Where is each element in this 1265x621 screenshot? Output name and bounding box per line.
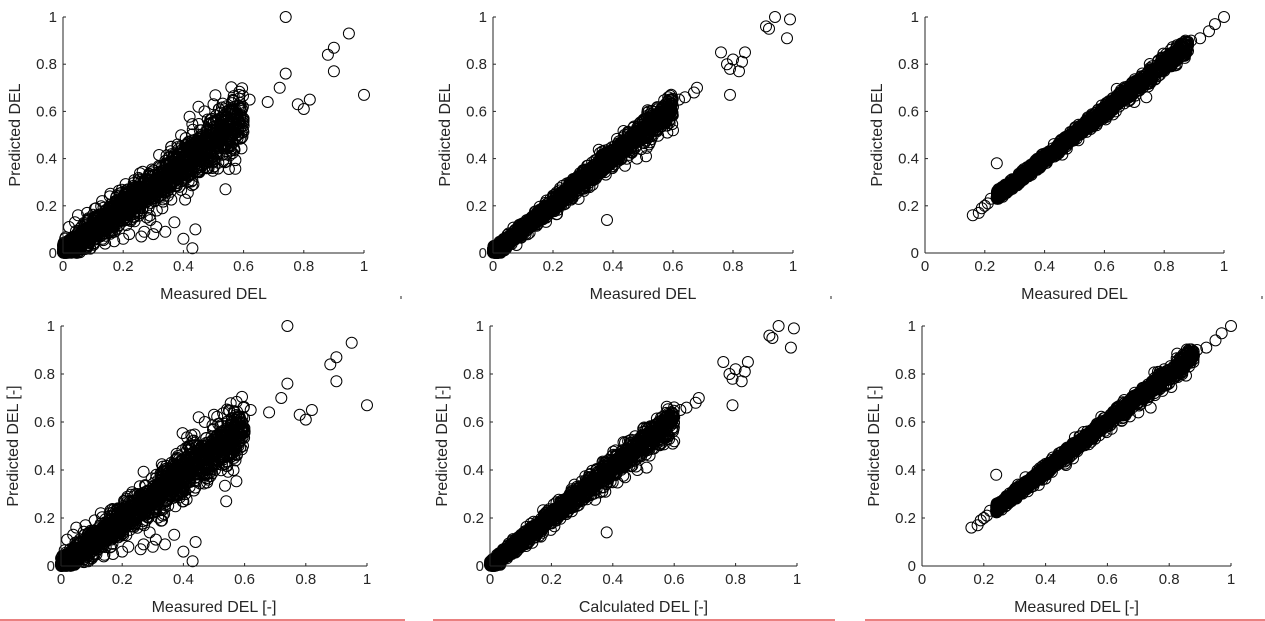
y-tick-label: 0.8 [36, 56, 57, 73]
y-tick-label: 0.8 [466, 56, 487, 73]
x-tick-label: 0.8 [293, 258, 314, 275]
data-point [186, 118, 199, 131]
y-axis-label: Predicted DEL [7, 83, 24, 186]
data-point [153, 149, 166, 161]
x-tick-label: 0.2 [543, 258, 564, 275]
x-axis-label: Measured DEL [160, 286, 267, 303]
y-tick-label: 0 [479, 245, 487, 262]
x-tick-label: 0.4 [603, 258, 624, 275]
y-tick-label: 0.6 [36, 103, 57, 120]
y-tick-label: 0.4 [36, 151, 57, 168]
x-tick-label: 1 [360, 258, 368, 275]
y-axis-label: Predicted DEL [437, 83, 454, 186]
x-tick-label: 0.4 [173, 258, 194, 275]
x-tick-label: 0 [59, 258, 67, 275]
x-tick-label: 0.6 [233, 258, 254, 275]
y-tick-label: 0.6 [466, 103, 487, 120]
x-tick-label: 0.8 [723, 258, 744, 275]
y-tick-label: 0 [49, 245, 57, 262]
y-tick-label: 0.2 [36, 198, 57, 215]
x-tick-label: 0 [489, 258, 497, 275]
panels-layer: 0 0.2 0.4 0.6 0.8 1 0 0.2 0.4 0.6 0.8 1 Measured DEL… [5, 9, 1237, 616]
x-tick-label: 0.2 [113, 258, 134, 275]
x-axis-label: Measured DEL [590, 286, 697, 303]
x-tick-label: 1 [789, 258, 797, 275]
x-tick-label: 0.6 [663, 258, 684, 275]
data-point [229, 162, 242, 175]
y-tick-label: 0.4 [466, 151, 487, 168]
y-tick-label: 1 [479, 9, 487, 26]
y-tick-label: 1 [49, 9, 57, 26]
panel-top-left: 0 0.2 0.4 0.6 0.8 1 0 0.2 0.4 0.6 0.8 1 Measured DEL… [7, 9, 370, 303]
y-tick-label: 0.2 [466, 198, 487, 215]
markers-top-left [57, 11, 370, 259]
